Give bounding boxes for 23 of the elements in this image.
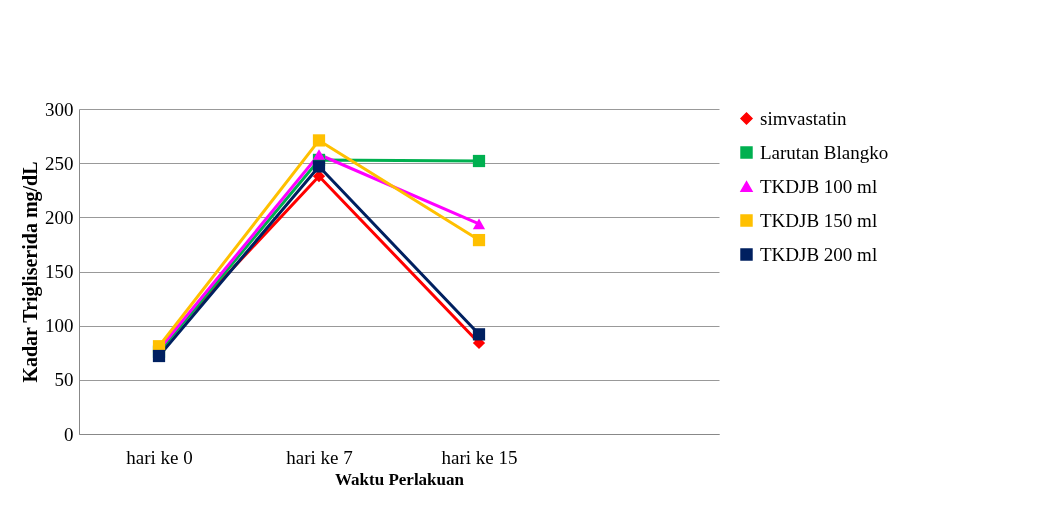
point xyxy=(312,160,326,173)
point xyxy=(152,349,166,363)
y-tick-label: 300 xyxy=(45,98,74,120)
x-tick-label: hari ke 0 xyxy=(126,446,193,468)
legend-label: simvastatin xyxy=(760,107,848,129)
x-tick-label: hari ke 15 xyxy=(441,446,518,468)
y-axis-title: Kadar Trigliserida mg/dL xyxy=(19,161,42,383)
y-tick-label: 0 xyxy=(64,423,74,445)
legend-label: Larutan Blangko xyxy=(760,141,889,163)
legend-label: TKDJB 200 ml xyxy=(760,243,878,265)
legend-label: TKDJB 100 ml xyxy=(760,175,878,197)
legend-label: TKDJB 150 ml xyxy=(760,209,878,231)
y-tick-label: 50 xyxy=(54,369,74,391)
x-tick-label: hari ke 7 xyxy=(286,446,353,468)
x-axis-title: Waktu Perlakuan xyxy=(335,469,465,489)
point xyxy=(472,154,486,168)
point xyxy=(472,328,486,341)
y-tick-label: 150 xyxy=(45,261,74,282)
y-tick-label: 200 xyxy=(45,206,74,228)
y-tick-label: 100 xyxy=(45,315,74,337)
point xyxy=(312,134,326,147)
y-tick-label: 250 xyxy=(45,152,74,174)
point xyxy=(472,233,486,247)
